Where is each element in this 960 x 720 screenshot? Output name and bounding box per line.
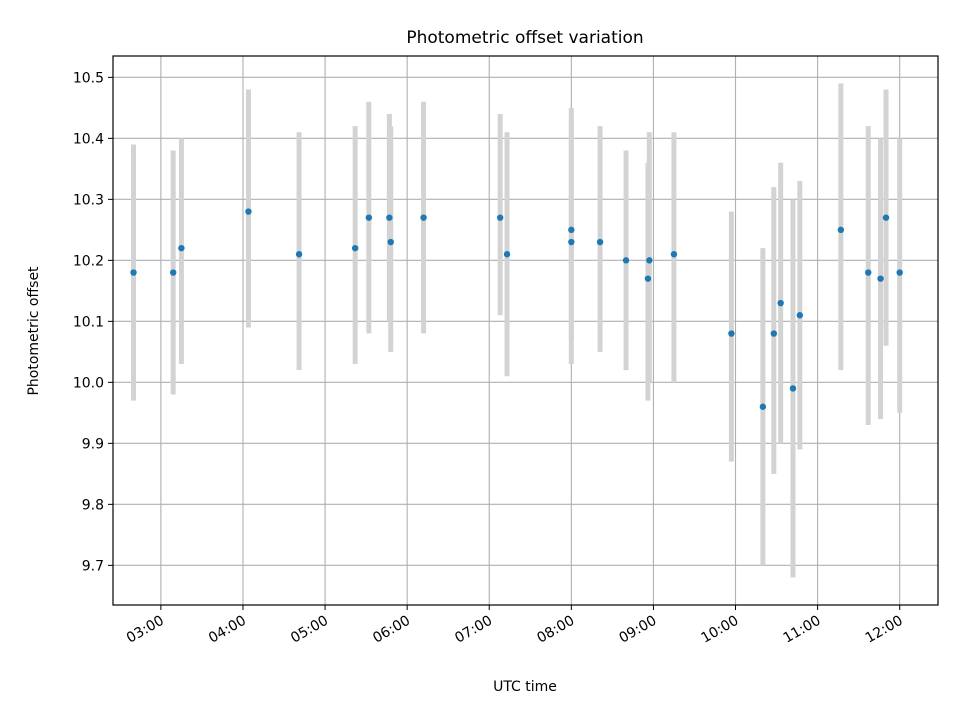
- data-point: [622, 257, 630, 264]
- x-axis-label: UTC time: [493, 679, 557, 695]
- data-point: [777, 299, 784, 307]
- y-tick-label: 10.1: [73, 314, 104, 330]
- data-point: [386, 214, 393, 221]
- y-tick-label: 10.5: [73, 70, 104, 86]
- data-point: [365, 214, 373, 221]
- data-point: [351, 244, 359, 252]
- plot-area-frame: [112, 55, 939, 606]
- data-point: [646, 257, 653, 264]
- data-point: [796, 312, 804, 319]
- data-point: [295, 251, 303, 258]
- data-point: [596, 238, 604, 246]
- y-axis-label: Photometric offset: [26, 266, 42, 396]
- data-point: [882, 214, 890, 221]
- data-point: [503, 251, 511, 258]
- data-point: [865, 269, 872, 276]
- y-tick-label: 10.4: [73, 131, 104, 147]
- data-point: [568, 226, 575, 234]
- data-point: [130, 269, 137, 276]
- data-point: [759, 403, 767, 410]
- y-tick-label: 9.8: [82, 497, 104, 513]
- y-tick-label: 10.0: [73, 375, 104, 391]
- data-points: [130, 208, 903, 410]
- y-axis-ticks: 9.7 9.8 9.9 10.0 10.1 10.2 10.3 10.4 10.5: [73, 70, 113, 574]
- data-point: [877, 275, 884, 282]
- data-point: [420, 214, 427, 221]
- data-point: [770, 330, 778, 337]
- y-tick-label: 9.7: [82, 558, 104, 574]
- y-tick-label: 9.9: [82, 436, 104, 452]
- data-point: [644, 275, 652, 282]
- chart-title: Photometric offset variation: [406, 28, 643, 48]
- data-point: [387, 238, 394, 246]
- data-point: [245, 208, 252, 215]
- y-tick-label: 10.3: [73, 192, 104, 208]
- data-point: [837, 226, 845, 234]
- data-point: [728, 330, 735, 337]
- data-point: [178, 244, 185, 252]
- data-point: [568, 238, 575, 246]
- data-point: [169, 269, 177, 276]
- data-point: [896, 269, 903, 276]
- data-point: [496, 214, 504, 221]
- y-tick-label: 10.2: [73, 253, 104, 269]
- data-point: [670, 251, 678, 258]
- data-point: [789, 385, 797, 392]
